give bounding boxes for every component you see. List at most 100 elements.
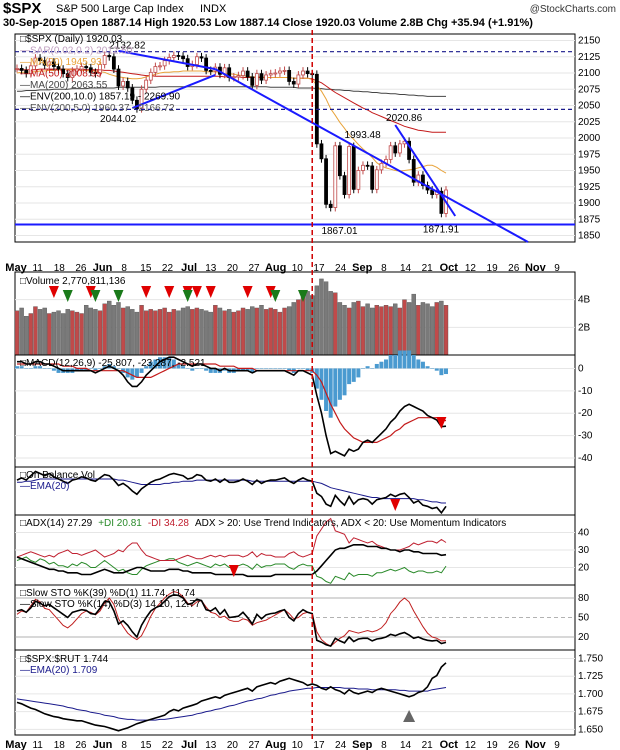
price-bar: [144, 79, 149, 90]
volume-bar: [314, 285, 320, 356]
stochastic-legend: □Slow STO %K(39) %D(1) 11.74, 11.74: [20, 588, 195, 599]
macd-histogram-bar: [74, 368, 79, 371]
volume-bar: [286, 306, 292, 356]
volume-bar: [365, 303, 370, 356]
price-bar: [116, 68, 121, 87]
macd-histogram-bar: [324, 368, 329, 411]
macd-histogram-bar: [181, 366, 186, 369]
x-axis-label-bottom: 9: [554, 740, 560, 750]
price-bar: [111, 56, 116, 70]
volume-bar: [88, 307, 94, 356]
price-bar: [70, 70, 75, 78]
x-axis-label-bottom: 27: [248, 740, 260, 750]
index-name: S&P 500 Large Cap Index: [56, 3, 184, 15]
stochastic-axis-tick: 50: [578, 613, 590, 624]
volume-bar: [443, 305, 449, 356]
macd-histogram-bar: [111, 366, 116, 369]
price-axis-tick: 2025: [578, 117, 601, 128]
price-bar: [351, 146, 356, 190]
volume-bar: [439, 300, 444, 356]
x-axis-label: 18: [54, 263, 66, 274]
macd-histogram-bar: [236, 368, 241, 371]
x-axis-label: 24: [335, 263, 347, 274]
ratio-axis-tick: 1.725: [578, 671, 603, 682]
price-annotation: 2132.82: [109, 40, 146, 51]
x-axis-label: 8: [381, 263, 387, 274]
macd-histogram-bar: [51, 368, 56, 371]
volume-bar: [273, 309, 278, 356]
price-bar: [254, 73, 259, 86]
x-axis-label: May: [5, 262, 27, 274]
macd-histogram-bar: [333, 368, 338, 407]
x-axis-label-bottom: 21: [422, 740, 434, 750]
macd-histogram-bar: [397, 350, 402, 369]
volume-bar: [213, 305, 218, 356]
volume-bar: [116, 302, 121, 356]
macd-histogram-bar: [259, 368, 264, 369]
macd-histogram-bar: [268, 368, 273, 369]
x-axis-label-bottom: 19: [487, 740, 499, 750]
macd-histogram-bar: [287, 368, 292, 371]
adx-axis-tick: 20: [578, 563, 590, 574]
x-axis-label: 17: [313, 263, 325, 274]
macd-histogram-bar: [337, 368, 342, 400]
volume-red-arrow: [205, 286, 216, 298]
volume-bar: [245, 309, 250, 356]
price-bar: [56, 66, 61, 70]
volume-bar: [153, 310, 158, 356]
macd-histogram-bar: [208, 368, 213, 373]
price-bar: [333, 145, 338, 208]
volume-bar: [406, 302, 412, 356]
x-axis-label: 26: [508, 263, 520, 274]
macd-histogram-bar: [342, 368, 347, 396]
volume-bar: [47, 313, 52, 356]
macd-axis-tick: -40: [578, 453, 593, 464]
volume-red-arrow: [164, 286, 175, 298]
x-axis-label-bottom: 26: [75, 740, 87, 750]
adx-minus-di-line: [16, 517, 447, 561]
volume-bar: [296, 299, 301, 356]
volume-bar: [393, 303, 398, 356]
volume-bar: [74, 311, 80, 356]
volume-bar: [226, 309, 232, 356]
adx-legend: □ADX(14) 27.29: [20, 518, 93, 529]
macd-histogram-bar: [19, 366, 24, 369]
x-axis-label-bottom: Aug: [265, 739, 286, 750]
x-axis-label-bottom: Jun: [93, 739, 113, 750]
x-axis-label: Sep: [352, 262, 372, 274]
volume-bar: [37, 309, 43, 356]
macd-histogram-bar: [194, 368, 199, 369]
x-axis-label: Jun: [93, 262, 113, 274]
volume-bar: [167, 311, 172, 356]
price-legend: —ENV(200,5.0) 1960.37 - 2166.72: [20, 103, 175, 114]
volume-bar: [194, 307, 200, 356]
macd-histogram-bar: [148, 361, 153, 369]
price-bar: [199, 56, 204, 59]
price-bar: [61, 68, 66, 75]
volume-red-arrow: [141, 286, 152, 298]
volume-green-arrow: [62, 290, 73, 302]
macd-histogram-bar: [296, 368, 301, 369]
volume-red-arrow: [265, 286, 276, 298]
macd-histogram-bar: [15, 366, 19, 369]
x-axis-label: 14: [400, 263, 412, 274]
price-axis-tick: 1850: [578, 231, 601, 242]
macd-histogram-bar: [305, 368, 310, 371]
volume-bar: [369, 307, 375, 356]
macd-histogram-bar: [84, 368, 89, 371]
price-bar: [245, 70, 250, 78]
stochastic-axis-tick: 80: [578, 593, 590, 604]
ratio-line: [16, 662, 447, 732]
ratio-legend: □$SPX:$RUT 1.744: [20, 654, 109, 665]
volume-bar: [240, 307, 246, 356]
volume-bar: [337, 302, 343, 356]
macd-histogram-bar: [102, 366, 107, 369]
volume-bar: [14, 310, 20, 356]
x-axis-label-bottom: 26: [508, 740, 520, 750]
volume-bar: [171, 309, 177, 356]
macd-histogram-bar: [347, 368, 352, 385]
stock-chart: 2150212521002075205020252000197519501925…: [5, 30, 603, 750]
price-bar: [52, 61, 56, 67]
macd-histogram-bar: [319, 368, 324, 400]
macd-histogram-bar: [416, 359, 421, 369]
